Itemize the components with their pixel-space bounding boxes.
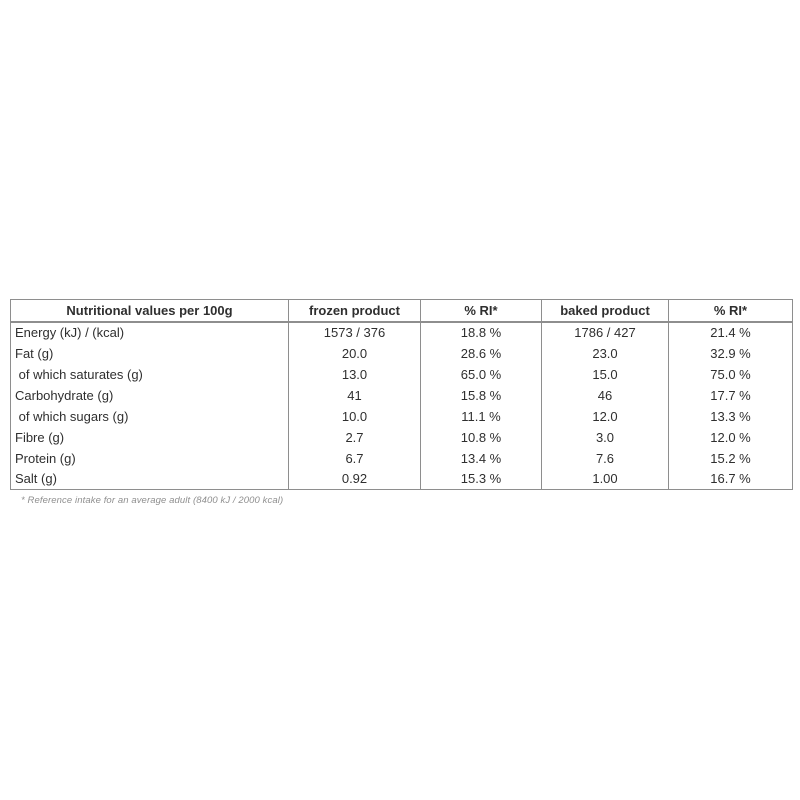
baked-ri-cell: 16.7 % — [668, 468, 793, 490]
table-row-carbohydrate: Carbohydrate (g) 41 15.8 % 46 17.7 % — [11, 384, 793, 406]
baked-ri-cell: 21.4 % — [668, 321, 793, 343]
baked-value-cell: 12.0 — [541, 405, 669, 427]
frozen-value-cell: 6.7 — [288, 447, 421, 469]
frozen-ri-cell: 11.1 % — [420, 405, 542, 427]
frozen-ri-cell: 15.8 % — [420, 384, 542, 406]
frozen-value-cell: 1573 / 376 — [288, 321, 421, 343]
column-header-baked-product: baked product — [541, 299, 669, 323]
frozen-value-cell: 0.92 — [288, 468, 421, 490]
frozen-value-cell: 20.0 — [288, 342, 421, 364]
baked-ri-cell: 75.0 % — [668, 363, 793, 385]
baked-ri-cell: 32.9 % — [668, 342, 793, 364]
table-row-fibre: Fibre (g) 2.7 10.8 % 3.0 12.0 % — [11, 426, 793, 448]
frozen-value-cell: 10.0 — [288, 405, 421, 427]
frozen-value-cell: 13.0 — [288, 363, 421, 385]
table-body: Energy (kJ) / (kcal) 1573 / 376 18.8 % 1… — [11, 321, 793, 490]
baked-ri-cell: 17.7 % — [668, 384, 793, 406]
column-header-nutritional-values: Nutritional values per 100g — [10, 299, 289, 323]
row-label: Fibre (g) — [15, 429, 65, 445]
table-header: Nutritional values per 100g frozen produ… — [10, 299, 793, 323]
table-row-saturates: of which saturates (g) 13.0 65.0 % 15.0 … — [11, 363, 793, 385]
table-row-protein: Protein (g) 6.7 13.4 % 7.6 15.2 % — [11, 447, 793, 469]
frozen-ri-cell: 15.3 % — [420, 468, 542, 490]
column-header-baked-ri: % RI* — [668, 299, 793, 323]
baked-ri-cell: 15.2 % — [668, 447, 793, 469]
baked-value-cell: 7.6 — [541, 447, 669, 469]
frozen-ri-cell: 10.8 % — [420, 426, 542, 448]
row-label: Fat (g) — [15, 345, 54, 361]
row-label: Carbohydrate (g) — [15, 387, 114, 403]
row-label: Energy (kJ) / (kcal) — [15, 325, 125, 340]
nutrition-table: Nutritional values per 100g frozen produ… — [10, 299, 793, 490]
baked-value-cell: 3.0 — [541, 426, 669, 448]
frozen-ri-cell: 28.6 % — [420, 342, 542, 364]
frozen-value-cell: 41 — [288, 384, 421, 406]
baked-value-cell: 1.00 — [541, 468, 669, 490]
frozen-value-cell: 2.7 — [288, 426, 421, 448]
table-row-salt: Salt (g) 0.92 15.3 % 1.00 16.7 % — [11, 468, 793, 490]
baked-value-cell: 15.0 — [541, 363, 669, 385]
header-row: Nutritional values per 100g frozen produ… — [10, 299, 793, 323]
reference-intake-footnote: * Reference intake for an average adult … — [21, 495, 284, 506]
frozen-ri-cell: 65.0 % — [420, 363, 542, 385]
table-row-energy: Energy (kJ) / (kcal) 1573 / 376 18.8 % 1… — [11, 321, 793, 343]
baked-value-cell: 23.0 — [541, 342, 669, 364]
table-row-fat: Fat (g) 20.0 28.6 % 23.0 32.9 % — [11, 342, 793, 364]
row-label: of which saturates (g) — [15, 366, 143, 382]
baked-ri-cell: 12.0 % — [668, 426, 793, 448]
baked-ri-cell: 13.3 % — [668, 405, 793, 427]
row-label: Salt (g) — [15, 471, 57, 487]
frozen-ri-cell: 18.8 % — [420, 321, 542, 343]
row-label: of which sugars (g) — [15, 408, 129, 424]
table-row-sugars: of which sugars (g) 10.0 11.1 % 12.0 13.… — [11, 405, 793, 427]
column-header-frozen-ri: % RI* — [420, 299, 542, 323]
frozen-ri-cell: 13.4 % — [420, 447, 542, 469]
baked-value-cell: 1786 / 427 — [541, 321, 669, 343]
baked-value-cell: 46 — [541, 384, 669, 406]
row-label: Protein (g) — [15, 450, 76, 466]
column-header-frozen-product: frozen product — [288, 299, 421, 323]
